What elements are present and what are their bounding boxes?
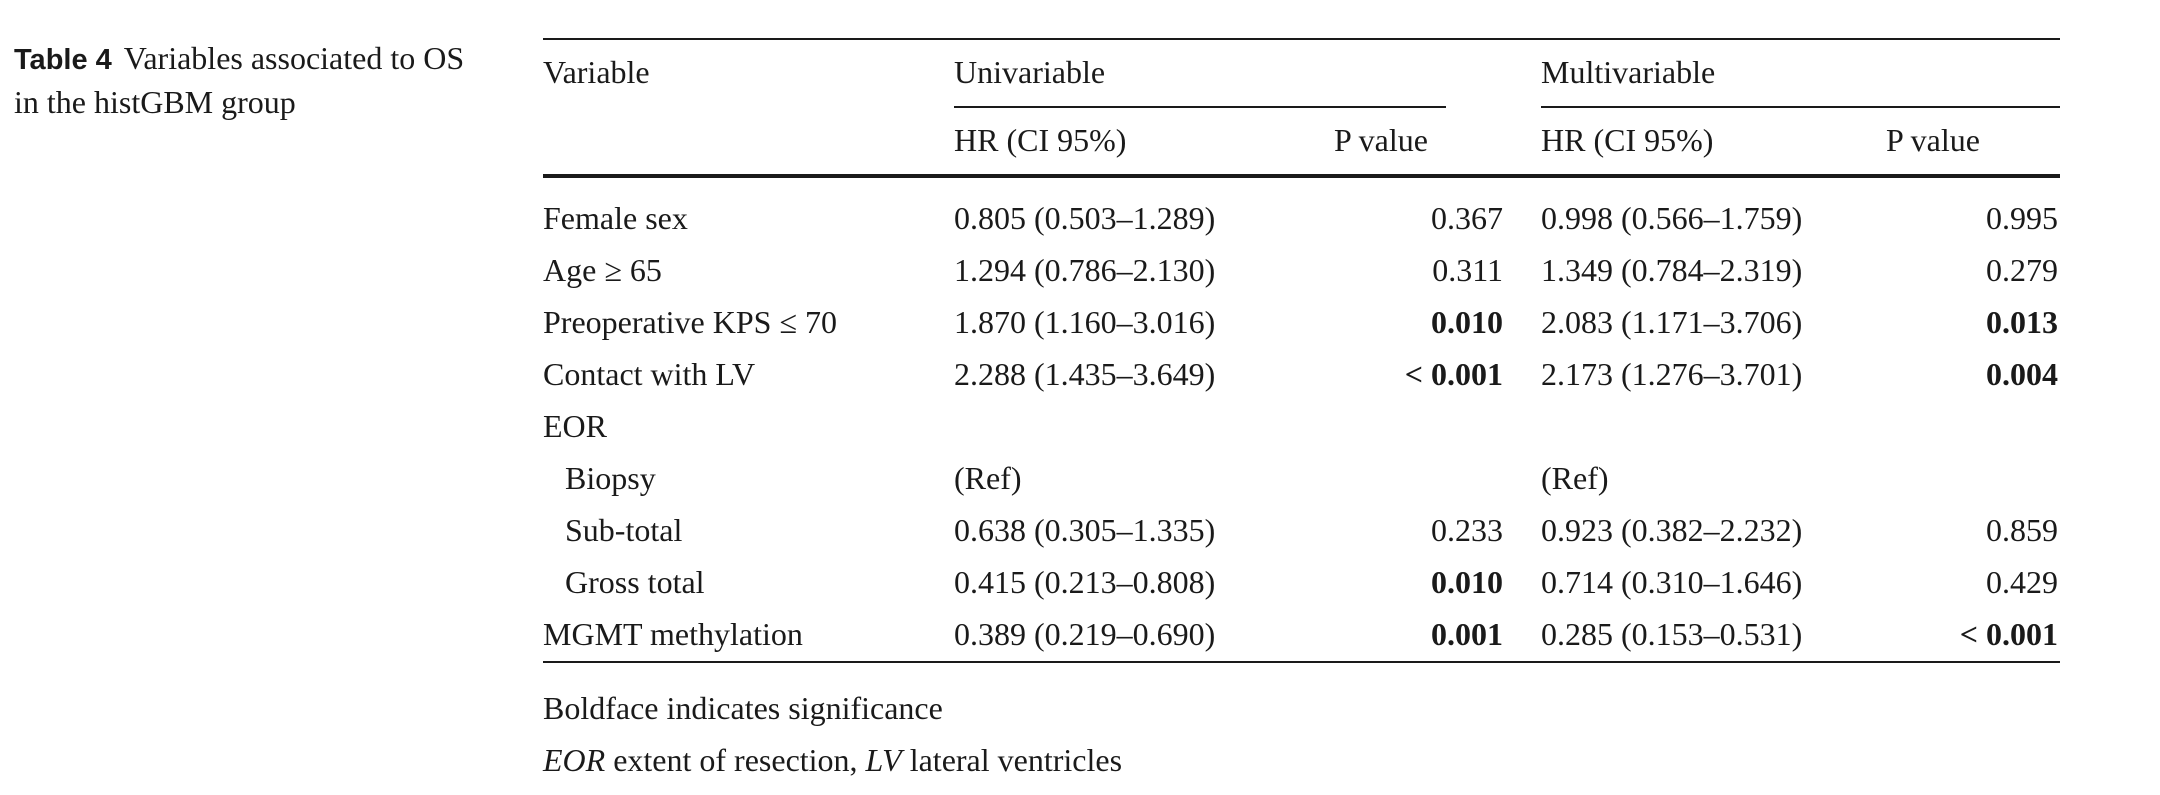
abbr-eor: EOR [543, 742, 606, 778]
header-uni-hr: HR (CI 95%) [954, 122, 1127, 158]
cell-uni-hr: 2.288 (1.435–3.649) [954, 356, 1216, 392]
table-row: Gross total 0.415 (0.213–0.808) 0.010 0.714… [543, 562, 2060, 614]
table-label: Table 4 [14, 44, 112, 76]
cell-multi-hr: (Ref) [1541, 460, 1609, 496]
cell-multi-pvalue: 0.859 [1986, 512, 2058, 548]
cell-multi-pvalue: 0.429 [1986, 564, 2058, 600]
abbr-eor-def: extent of resection, [605, 742, 866, 778]
cell-variable: Preoperative KPS ≤ 70 [543, 304, 837, 340]
cell-variable: MGMT methylation [543, 616, 803, 652]
table-row: EOR [543, 406, 2060, 458]
footnote-abbreviations: EOR extent of resection, LV lateral vent… [543, 740, 1122, 780]
cell-uni-hr: 1.870 (1.160–3.016) [954, 304, 1216, 340]
cell-variable: Sub-total [565, 512, 683, 548]
abbr-lv-def: lateral ventricles [901, 742, 1123, 778]
cell-variable: EOR [543, 408, 607, 444]
cell-uni-pvalue: 0.010 [1431, 304, 1503, 340]
cell-multi-hr: 0.714 (0.310–1.646) [1541, 564, 1803, 600]
abbr-lv: LV [865, 742, 902, 778]
table-row: Sub-total 0.638 (0.305–1.335) 0.233 0.923 (… [543, 510, 2060, 562]
footnote-significance: Boldface indicates significance [543, 690, 943, 726]
table-caption: Table 4 Variables associated to OS in the… [14, 37, 484, 123]
cell-uni-hr: 0.805 (0.503–1.289) [954, 200, 1216, 236]
cell-multi-hr: 1.349 (0.784–2.319) [1541, 252, 1803, 288]
cell-uni-pvalue: 0.010 [1431, 564, 1503, 600]
cell-multi-pvalue: 0.279 [1986, 252, 2058, 288]
multivariable-span-rule [1541, 106, 2060, 108]
cell-multi-hr: 0.285 (0.153–0.531) [1541, 616, 1803, 652]
cell-multi-hr: 0.998 (0.566–1.759) [1541, 200, 1803, 236]
header-multivariable: Multivariable [1541, 54, 1716, 90]
cell-variable: Biopsy [565, 460, 656, 496]
header-multi-hr: HR (CI 95%) [1541, 122, 1714, 158]
cell-variable: Female sex [543, 200, 688, 236]
cell-multi-hr: 2.173 (1.276–3.701) [1541, 356, 1803, 392]
header-univariable: Univariable [954, 54, 1106, 90]
cell-uni-hr: 1.294 (0.786–2.130) [954, 252, 1216, 288]
cell-uni-hr: 0.415 (0.213–0.808) [954, 564, 1216, 600]
cell-multi-pvalue: 0.995 [1986, 200, 2058, 236]
table-row: Female sex 0.805 (0.503–1.289) 0.367 0.998 … [543, 198, 2060, 250]
cell-variable: Gross total [565, 564, 705, 600]
cell-multi-pvalue: 0.013 [1986, 304, 2058, 340]
cell-uni-pvalue: 0.233 [1431, 512, 1503, 548]
table-row: MGMT methylation 0.389 (0.219–0.690) 0.001… [543, 614, 2060, 666]
cell-uni-pvalue: 0.367 [1431, 200, 1503, 236]
table-row: Preoperative KPS ≤ 70 1.870 (1.160–3.016)… [543, 302, 2060, 354]
table-row: Age ≥ 65 1.294 (0.786–2.130) 0.311 1.349 (0… [543, 250, 2060, 302]
table-top-rule [543, 38, 2060, 40]
table-row: Biopsy (Ref) (Ref) [543, 458, 2060, 510]
cell-uni-pvalue: 0.001 [1431, 616, 1503, 652]
cell-variable: Contact with LV [543, 356, 756, 392]
table-bottom-rule [543, 661, 2060, 663]
univariable-span-rule [954, 106, 1446, 108]
table-caption-text: Variables associated to OS in the histGB… [14, 40, 465, 120]
header-variable: Variable [543, 54, 650, 90]
cell-uni-hr: 0.638 (0.305–1.335) [954, 512, 1216, 548]
cell-variable: Age ≥ 65 [543, 252, 662, 288]
table-header-rule [543, 174, 2060, 178]
cell-uni-pvalue: 0.311 [1432, 252, 1503, 288]
table-row: Contact with LV 2.288 (1.435–3.649) < 0.00… [543, 354, 2060, 406]
header-uni-pvalue: P value [1334, 122, 1428, 158]
header-multi-pvalue: P value [1886, 122, 1980, 158]
cell-multi-pvalue: 0.004 [1986, 356, 2058, 392]
cell-multi-hr: 0.923 (0.382–2.232) [1541, 512, 1803, 548]
cell-uni-hr: (Ref) [954, 460, 1022, 496]
cell-multi-hr: 2.083 (1.171–3.706) [1541, 304, 1803, 340]
cell-uni-hr: 0.389 (0.219–0.690) [954, 616, 1216, 652]
cell-multi-pvalue: < 0.001 [1959, 616, 2058, 652]
cell-uni-pvalue: < 0.001 [1404, 356, 1503, 392]
